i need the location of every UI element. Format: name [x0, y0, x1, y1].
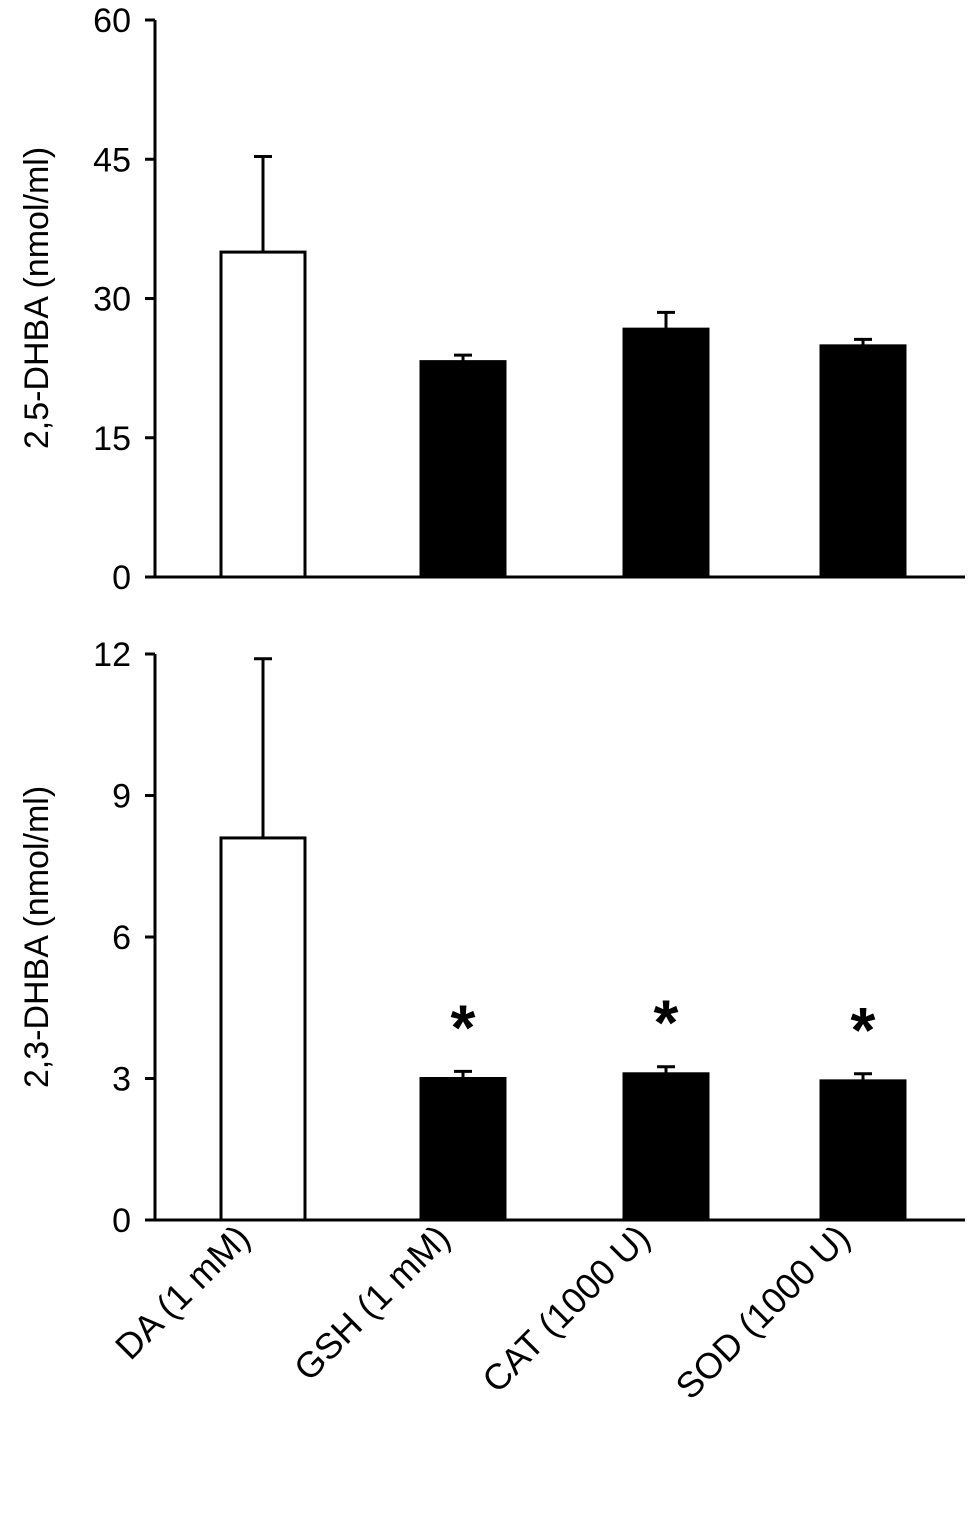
x-category-label: CAT (1000 U) [474, 1217, 658, 1401]
y-tick-label: 15 [93, 420, 131, 458]
y-tick-label: 0 [112, 559, 131, 597]
bar [819, 344, 907, 579]
y-tick-label: 12 [93, 636, 131, 674]
significance-mark: * [451, 991, 476, 1063]
y-tick-label: 30 [93, 281, 131, 319]
chart-panel-top: 2,5-DHBA (nmol/ml) 0 15 30 45 60 [18, 2, 965, 597]
y-axis-title-top: 2,5-DHBA (nmol/ml) [18, 147, 56, 449]
bar [819, 1079, 907, 1222]
bar [622, 1072, 710, 1222]
x-category-label: GSH (1 mM) [286, 1217, 458, 1389]
y-tick-label: 3 [112, 1061, 131, 1099]
y-axis-title-bottom: 2,3-DHBA (nmol/ml) [18, 786, 56, 1088]
bar [219, 250, 307, 579]
y-tick-label: 0 [112, 1202, 131, 1240]
bar [219, 836, 307, 1222]
y-tick-label: 45 [93, 141, 131, 179]
bar [622, 327, 710, 579]
bar [419, 1077, 507, 1222]
x-category-label: SOD (1000 U) [667, 1217, 857, 1407]
y-tick-label: 6 [112, 919, 131, 957]
significance-mark: * [851, 994, 876, 1066]
significance-mark: * [654, 987, 679, 1059]
x-axis-category-labels: DA (1 mM) GSH (1 mM) CAT (1000 U) SOD (1… [107, 1217, 858, 1407]
chart-panel-bottom: 2,3-DHBA (nmol/ml) 0 3 6 9 12 * * * [18, 636, 965, 1240]
bar [419, 360, 507, 579]
y-tick-label: 60 [93, 2, 131, 40]
y-tick-label: 9 [112, 778, 131, 816]
